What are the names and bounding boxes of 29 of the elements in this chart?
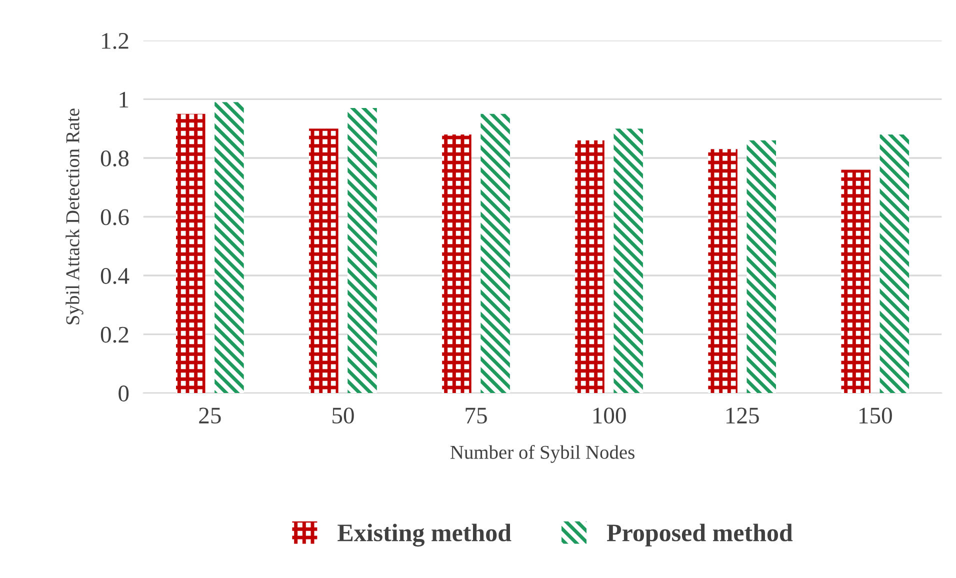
y-tick-label: 0.8	[100, 150, 129, 167]
bar	[614, 128, 643, 394]
y-tick-label: 0.6	[100, 209, 129, 226]
x-tick-label: 125	[726, 408, 759, 424]
y-tick-label: 0	[118, 386, 129, 402]
bar	[841, 170, 870, 394]
y-tick-label: 0.4	[100, 268, 130, 284]
bar	[176, 114, 206, 394]
bar	[746, 140, 776, 394]
x-tick-label: 150	[860, 408, 892, 424]
x-tick-label: 75	[466, 408, 487, 424]
bar	[442, 134, 472, 394]
y-axis-title: Sybil Attack Detection Rate	[66, 108, 84, 324]
x-tick-label: 100	[593, 408, 626, 424]
bar	[348, 108, 377, 394]
legend-label: Proposed method	[606, 524, 793, 546]
bar	[214, 102, 244, 394]
x-tick-label: 25	[199, 408, 221, 424]
legend-label: Existing method	[338, 524, 512, 547]
x-tick-label: 50	[332, 408, 354, 424]
bar	[480, 114, 510, 394]
bar	[708, 149, 738, 394]
bar	[880, 134, 910, 394]
y-tick-label: 1.2	[102, 33, 128, 49]
bar	[575, 140, 604, 394]
y-tick-label: 0.2	[100, 326, 128, 343]
x-axis-title: Number of Sybil Nodes	[450, 445, 634, 463]
y-tick-label: 1	[120, 92, 128, 108]
bar	[309, 128, 338, 394]
